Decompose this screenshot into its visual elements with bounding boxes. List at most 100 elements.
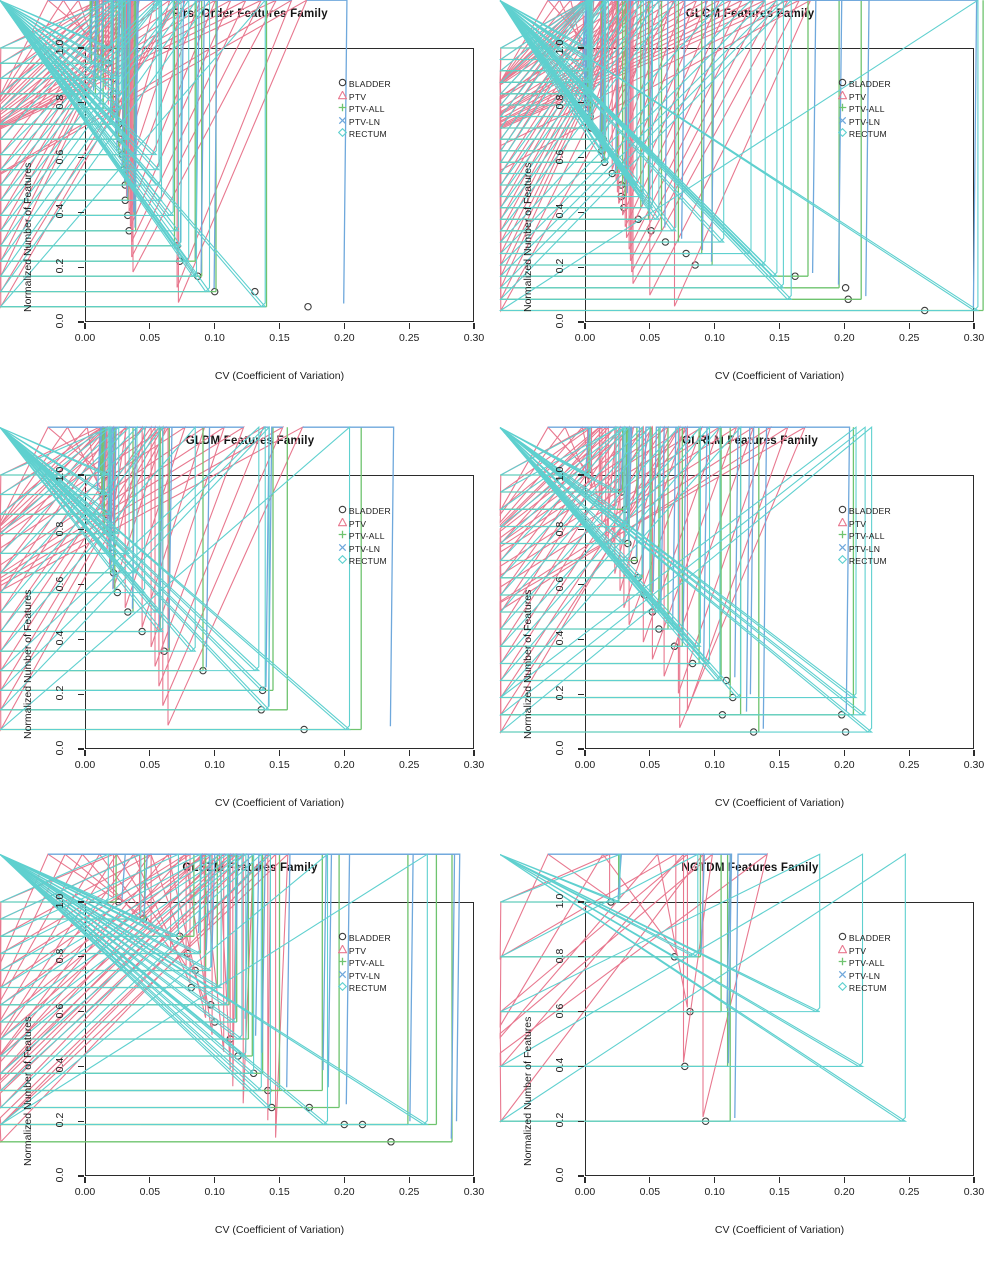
legend-marker-glyph (838, 543, 847, 551)
legend-label: BLADDER (348, 79, 391, 89)
legend-marker-glyph (837, 555, 847, 565)
y-axis-tick (78, 901, 84, 903)
chart-legend: BLADDER PTV PTV-ALL PTV-LN RECTUM (836, 78, 891, 141)
legend-marker-plus-icon (836, 103, 849, 116)
x-axis-tick (908, 1177, 910, 1183)
x-axis-tick-label: 0.15 (769, 1186, 790, 1198)
y-axis-tick (78, 266, 84, 268)
y-axis-tick-label: 0.0 (554, 313, 566, 329)
chart-panel: GLDM Features Family 0.00 0.05 0.10 0.15 0.20… (0, 425, 500, 854)
y-axis-tick-label: 1.0 (554, 893, 566, 909)
x-axis-tick (84, 750, 86, 756)
y-axis-tick (578, 47, 584, 49)
x-axis-tick-label: 0.10 (704, 1186, 725, 1198)
legend-item-rectum: RECTUM (336, 982, 391, 995)
x-axis-tick (843, 323, 845, 329)
legend-item-ptv-all: PTV-ALL (336, 103, 391, 116)
legend-marker-glyph (838, 530, 847, 539)
x-axis-tick-label: 0.25 (898, 332, 920, 344)
legend-marker-cross-icon (836, 543, 849, 556)
legend-label: BLADDER (848, 506, 891, 516)
y-axis-tick-label: 0.6 (54, 576, 66, 591)
y-axis-tick (78, 748, 84, 750)
y-axis-tick (78, 638, 84, 640)
legend-label: PTV (848, 518, 867, 529)
legend-marker-glyph (337, 943, 348, 953)
legend-marker-plus-icon (336, 530, 349, 543)
legend-marker-cross-icon (336, 116, 349, 129)
y-axis-tick-label: 0.6 (554, 576, 566, 591)
x-axis-title: CV (Coefficient of Variation) (714, 797, 845, 809)
legend-item-bladder: BLADDER (836, 78, 891, 91)
x-axis-tick (214, 1177, 216, 1183)
y-axis-tick-label: 0.2 (54, 685, 66, 701)
series-rectum (498, 0, 980, 312)
legend-label: BLADDER (848, 933, 891, 943)
x-axis-tick-label: 0.05 (139, 1186, 161, 1198)
y-axis-tick (578, 211, 584, 213)
x-axis-tick-label: 0.20 (334, 759, 355, 771)
legend-marker-cross-icon (336, 970, 349, 983)
y-axis-tick-label: 1.0 (554, 39, 566, 55)
y-axis-tick (578, 901, 584, 903)
y-axis-tick (578, 584, 584, 586)
y-axis-tick (578, 529, 584, 531)
chart-panel: First Order Features Family 0.00 0.05 0.10 0… (0, 0, 500, 427)
x-axis-tick (84, 1177, 86, 1183)
x-axis-tick-label: 0.05 (639, 1186, 661, 1198)
y-axis-title: Normalized Number of Features (522, 162, 534, 312)
x-axis-tick (649, 323, 651, 329)
x-axis-tick-label: 0.05 (639, 759, 661, 771)
x-axis-tick-label: 0.05 (139, 332, 161, 344)
legend-item-ptv-all: PTV-ALL (836, 530, 891, 543)
legend-label: PTV (848, 91, 867, 102)
x-axis-tick (714, 323, 716, 329)
legend-marker-cross-icon (336, 543, 349, 556)
legend-item-rectum: RECTUM (836, 555, 891, 568)
y-axis-tick-label: 0.8 (54, 94, 66, 110)
y-axis-tick-label: 0.6 (554, 149, 566, 164)
x-axis-tick (214, 750, 216, 756)
y-axis-tick (578, 321, 584, 323)
legend-item-ptv: PTV (336, 943, 391, 958)
x-axis-tick-label: 0.10 (204, 332, 225, 344)
legend-label: PTV-LN (848, 116, 881, 127)
data-points-layer (498, 0, 984, 315)
legend-label: PTV (348, 91, 367, 102)
x-axis-tick-label: 0.10 (204, 759, 225, 771)
x-axis-title: CV (Coefficient of Variation) (214, 370, 345, 382)
x-axis-tick-label: 0.25 (898, 759, 920, 771)
legend-marker-triangle-open-icon (836, 516, 849, 531)
x-axis-tick-label: 0.15 (769, 332, 790, 344)
y-axis-title: Normalized Number of Features (522, 589, 534, 739)
data-points-layer (498, 425, 874, 736)
x-axis-tick-label: 0.30 (463, 1186, 485, 1198)
y-axis-tick-label: 1.0 (554, 466, 566, 482)
x-axis-tick-label: 0.15 (769, 759, 790, 771)
y-axis-tick-label: 0.2 (554, 258, 566, 274)
series-rectum (498, 853, 908, 1122)
x-axis-tick (149, 750, 151, 756)
y-axis-tick-label: 0.2 (554, 685, 566, 701)
legend-marker-glyph (838, 505, 847, 514)
x-axis-tick (649, 1177, 651, 1183)
legend-marker-glyph (337, 982, 347, 992)
legend-label: RECTUM (848, 129, 887, 140)
legend-label: RECTUM (348, 129, 387, 140)
legend-marker-glyph (837, 982, 847, 992)
x-axis-tick (408, 1177, 410, 1183)
legend-marker-glyph (837, 89, 848, 99)
y-axis-tick (578, 1011, 584, 1013)
legend-item-bladder: BLADDER (836, 505, 891, 518)
legend-marker-glyph (338, 78, 347, 87)
legend-marker-glyph (338, 116, 347, 124)
legend-marker-diamond-open-icon (336, 555, 349, 568)
legend-marker-plus-icon (336, 103, 349, 116)
legend-label: PTV (848, 945, 867, 956)
legend-marker-glyph (338, 957, 347, 966)
x-axis-tick (649, 750, 651, 756)
chart-legend: BLADDER PTV PTV-ALL PTV-LN RECTUM (336, 78, 391, 141)
y-axis-tick-label: 0.4 (554, 631, 566, 646)
legend-marker-diamond-open-icon (836, 982, 849, 995)
